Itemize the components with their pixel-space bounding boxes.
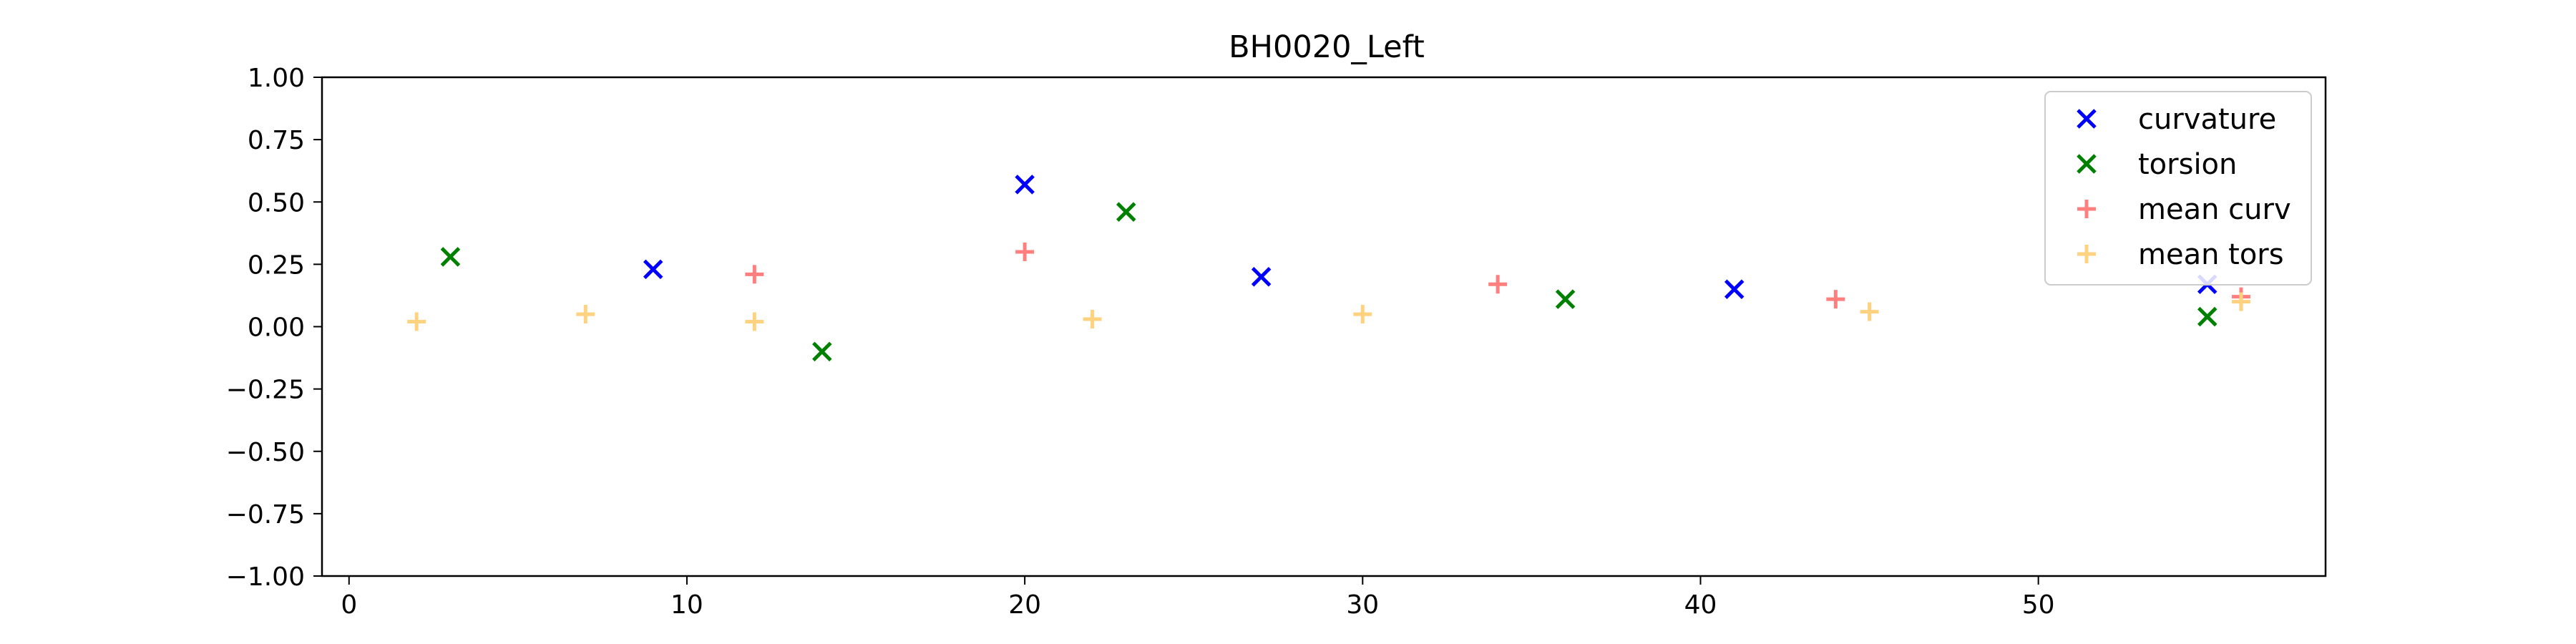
legend-box xyxy=(2044,91,2312,286)
data-point xyxy=(2231,292,2250,311)
marker-stroke xyxy=(1724,279,1745,299)
legend-marker xyxy=(2077,245,2096,263)
legend-label: torsion xyxy=(2138,148,2237,181)
x-tick-label: 20 xyxy=(1008,590,1041,620)
data-point xyxy=(440,247,461,267)
x-tick-label: 0 xyxy=(341,590,357,620)
data-point xyxy=(1251,267,1272,287)
series-mean-curv xyxy=(745,242,2250,309)
data-point xyxy=(1353,305,1372,324)
marker-stroke xyxy=(1116,202,1136,222)
data-point xyxy=(1116,202,1136,222)
data-point xyxy=(1860,302,1879,321)
y-axis: −1.00 −0.75 −0.50 −0.25 0.00 0.25 0.50 0.75 1.00 xyxy=(226,64,322,592)
legend-marker xyxy=(2077,154,2097,174)
marker-stroke xyxy=(2197,306,2218,327)
legend-label: curvature xyxy=(2138,103,2276,136)
legend-label: mean curv xyxy=(2138,193,2291,226)
x-tick-label: 30 xyxy=(1346,590,1379,620)
data-point xyxy=(1015,175,1035,195)
x-tick-label: 10 xyxy=(670,590,703,620)
y-tick-label: 0.00 xyxy=(248,313,305,343)
legend-marker xyxy=(2077,109,2097,129)
data-point xyxy=(745,312,764,331)
axes-frame xyxy=(321,76,2327,577)
x-tick-label: 50 xyxy=(2022,590,2055,620)
data-point xyxy=(643,259,663,280)
data-point xyxy=(812,341,832,362)
data-point xyxy=(1083,310,1102,329)
marker-stroke xyxy=(1555,289,1576,309)
y-tick-label: 0.25 xyxy=(248,250,305,280)
marker-stroke xyxy=(812,341,832,362)
x-axis: 0 10 20 30 40 50 xyxy=(341,576,2055,620)
series-mean-tors xyxy=(407,292,2250,331)
data-point xyxy=(1724,279,1745,299)
chart-title: BH0020_Left xyxy=(1229,29,1425,65)
marker-stroke xyxy=(2077,109,2097,129)
data-point xyxy=(1015,242,1035,261)
data-point xyxy=(1826,290,1845,309)
y-tick-label: −0.50 xyxy=(226,438,305,467)
y-tick-label: 1.00 xyxy=(248,64,305,93)
data-point xyxy=(1555,289,1576,309)
legend: curvature torsion mean curv mean tors xyxy=(2044,91,2312,286)
x-tick-label: 40 xyxy=(1684,590,1717,620)
marker-stroke xyxy=(1251,267,1272,287)
y-tick-label: −1.00 xyxy=(226,562,305,592)
data-point xyxy=(576,305,595,324)
legend-marker xyxy=(2077,200,2096,218)
y-tick-label: 0.75 xyxy=(248,126,305,155)
marker-stroke xyxy=(2077,154,2097,174)
y-tick-label: −0.75 xyxy=(226,500,305,530)
data-point xyxy=(745,265,764,284)
legend-label: mean tors xyxy=(2138,238,2284,271)
data-point xyxy=(2197,306,2218,327)
series-torsion xyxy=(440,202,2218,362)
y-tick-label: −0.25 xyxy=(226,376,305,405)
marker-stroke xyxy=(643,259,663,280)
marker-stroke xyxy=(440,247,461,267)
data-point xyxy=(1488,275,1508,294)
y-tick-label: 0.50 xyxy=(248,188,305,218)
marker-stroke xyxy=(1015,175,1035,195)
data-point xyxy=(407,312,426,331)
